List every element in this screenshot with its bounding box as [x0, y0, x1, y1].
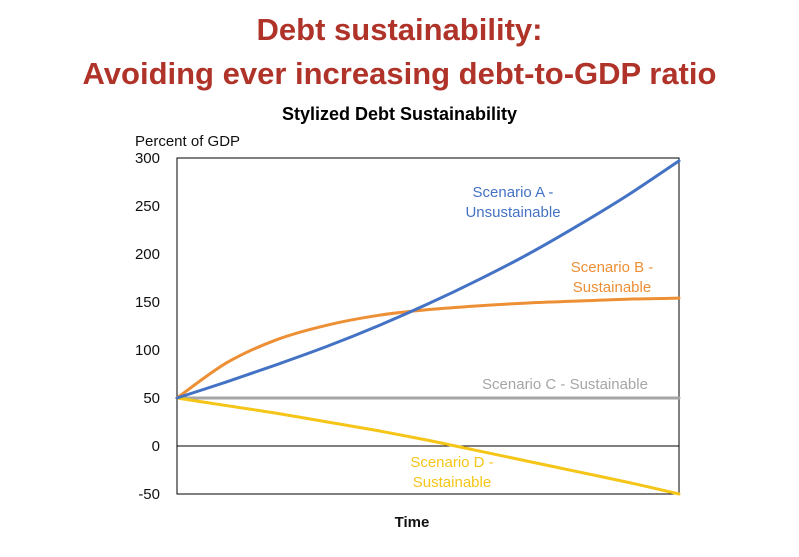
- series-label-b: Scenario B -: [571, 259, 654, 276]
- y-axis-label: Percent of GDP: [135, 133, 240, 150]
- x-axis-label: Time: [395, 514, 430, 531]
- y-tick-label: 50: [143, 390, 160, 407]
- y-tick-label: 150: [135, 294, 160, 311]
- y-tick-label: 0: [152, 438, 160, 455]
- y-tick-label: 100: [135, 342, 160, 359]
- series-line-a: [175, 159, 681, 400]
- series-label-c: Scenario C - Sustainable: [482, 376, 648, 393]
- series-line-b: [175, 296, 681, 400]
- slide-title-line-2: Avoiding ever increasing debt-to-GDP rat…: [82, 56, 717, 91]
- series-label-d: Scenario D -: [410, 454, 493, 471]
- series-label-a: Unsustainable: [465, 204, 560, 221]
- y-tick-label: -50: [138, 486, 160, 503]
- series-line-d: [175, 396, 681, 496]
- series-label-b: Sustainable: [573, 279, 651, 296]
- plot-frame: [176, 157, 680, 495]
- series-label-a: Scenario A -: [473, 184, 554, 201]
- y-tick-label: 250: [135, 198, 160, 215]
- series-label-d: Sustainable: [413, 474, 491, 491]
- chart-title: Stylized Debt Sustainability: [281, 104, 518, 124]
- y-tick-label: 300: [135, 150, 160, 167]
- y-tick-label: 200: [135, 246, 160, 263]
- slide-title-line-1: Debt sustainability:: [256, 12, 543, 47]
